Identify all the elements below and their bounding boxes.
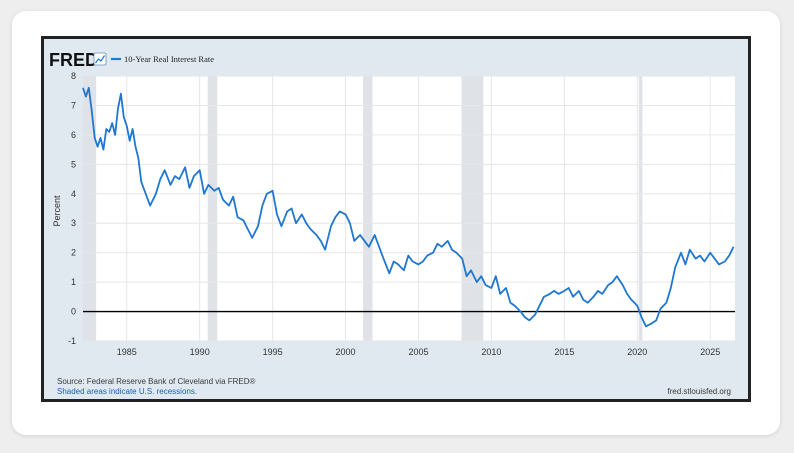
x-tick-label: 1995 xyxy=(263,347,283,357)
recession-band xyxy=(461,76,484,341)
y-tick-label: 2 xyxy=(71,248,76,258)
x-tick-label: 2015 xyxy=(554,347,574,357)
recession-band xyxy=(207,76,218,341)
recession-band xyxy=(83,76,97,341)
legend-label: 10-Year Real Interest Rate xyxy=(124,54,214,64)
series-line xyxy=(82,86,735,328)
x-tick-label: 2000 xyxy=(336,347,356,357)
x-tick-label: 2025 xyxy=(700,347,720,357)
fred-brand[interactable]: FRED xyxy=(49,50,98,70)
y-tick-label: 1 xyxy=(71,277,76,287)
source-text: Source: Federal Reserve Bank of Clevelan… xyxy=(57,377,256,386)
y-tick-label: 5 xyxy=(71,159,76,169)
recession-note: Shaded areas indicate U.S. recessions. xyxy=(57,387,197,396)
fred-chart-icon xyxy=(93,52,107,66)
y-axis-title: Percent xyxy=(52,195,62,227)
y-tick-label: 4 xyxy=(71,189,76,199)
recession-band xyxy=(638,76,643,341)
y-tick-label: 0 xyxy=(71,307,76,317)
x-tick-label: 2010 xyxy=(481,347,501,357)
plot-background xyxy=(83,76,735,341)
x-tick-label: 2020 xyxy=(627,347,647,357)
y-tick-label: -1 xyxy=(68,336,76,346)
y-tick-label: 6 xyxy=(71,130,76,140)
x-tick-label: 2005 xyxy=(408,347,428,357)
site-link[interactable]: fred.stlouisfed.org xyxy=(667,387,731,396)
plot-area: -1 0 1 2 3 4 5 6 7 8 1985 1990 1995 2000 2005 2010 2015 2… xyxy=(68,71,735,357)
recession-band xyxy=(363,76,373,341)
y-tick-label: 7 xyxy=(71,100,76,110)
x-tick-label: 1985 xyxy=(117,347,137,357)
x-tick-label: 1990 xyxy=(190,347,210,357)
y-tick-label: 8 xyxy=(71,71,76,81)
y-tick-label: 3 xyxy=(71,218,76,228)
